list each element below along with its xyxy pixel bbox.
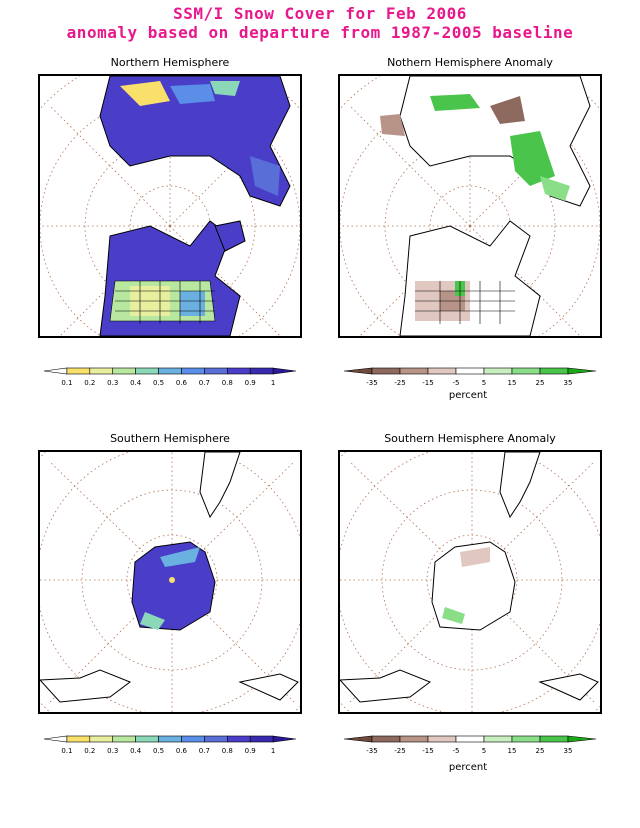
colorbar-tick-label: 5 xyxy=(482,747,486,755)
colorbar-tick-label: -15 xyxy=(422,379,433,387)
colorbar-segment xyxy=(483,367,513,375)
colorbar-fraction-sh: 0.1 0.2 0.3 0.4 0.5 0.6 0.7 0.8 0.9 1 xyxy=(43,735,297,755)
colorbar-tick-label: 0.1 xyxy=(61,747,72,755)
colorbar-segment xyxy=(204,367,228,375)
colorbar-segment xyxy=(399,735,429,743)
colorbar-tick-label: 0.7 xyxy=(199,379,210,387)
colorbar-tick-label: 0.6 xyxy=(176,747,188,755)
colorbar-segment xyxy=(371,367,401,375)
colorbar-anomaly-nh: -35 -25 -15 -5 5 15 25 35 xyxy=(343,367,597,387)
colorbar-unit-sh: percent xyxy=(448,762,488,773)
colorbar-tick-label: 15 xyxy=(508,747,517,755)
colorbar-segment xyxy=(272,367,297,375)
colorbar-segment xyxy=(66,367,91,375)
panel-title-sh-anomaly: Southern Hemisphere Anomaly xyxy=(384,432,556,445)
colorbar-segment xyxy=(226,367,251,375)
colorbar-segment xyxy=(399,367,429,375)
colorbar-segment xyxy=(249,735,274,743)
colorbar-tick-label: 0.8 xyxy=(222,379,233,387)
colorbar-tick-label: -5 xyxy=(453,379,460,387)
colorbar-segment xyxy=(371,735,401,743)
map-northern-hemisphere xyxy=(38,74,302,338)
colorbar-tick-label: -25 xyxy=(394,747,405,755)
colorbar-segment xyxy=(181,735,205,743)
colorbar-tick-label: 0.2 xyxy=(84,379,95,387)
colorbar-tick-label: 35 xyxy=(564,379,573,387)
panel-title-nh-anomaly: Nothern Hemisphere Anomaly xyxy=(387,56,553,69)
panel-title-nh: Northern Hemisphere xyxy=(110,56,230,69)
colorbar-segment xyxy=(112,367,136,375)
figure-subtitle: anomaly based on departure from 1987-200… xyxy=(66,23,574,42)
colorbar-tick-label: -15 xyxy=(422,747,433,755)
colorbar-segment xyxy=(455,735,485,743)
colorbar-segment xyxy=(427,735,457,743)
colorbar-segment xyxy=(539,735,569,743)
colorbar-segment xyxy=(226,735,251,743)
colorbar-segment xyxy=(567,735,597,743)
map-southern-hemisphere xyxy=(38,450,302,714)
colorbar-tick-label: 0.3 xyxy=(107,379,118,387)
colorbar-tick-label: 15 xyxy=(508,379,517,387)
map-northern-hemisphere-anomaly xyxy=(338,74,602,338)
colorbar-tick-label: 0.4 xyxy=(130,379,142,387)
colorbar-segment xyxy=(89,367,114,375)
colorbar-segment xyxy=(343,735,373,743)
colorbar-tick-label: 25 xyxy=(536,747,545,755)
colorbar-tick-label: -35 xyxy=(366,379,377,387)
colorbar-tick-label: 0.5 xyxy=(153,747,164,755)
colorbar-tick-label: 0.9 xyxy=(245,747,256,755)
colorbar-segment xyxy=(43,735,68,743)
panel-title-sh: Southern Hemisphere xyxy=(110,432,230,445)
colorbar-tick-label: -25 xyxy=(394,379,405,387)
colorbar-segment xyxy=(112,735,136,743)
colorbar-tick-label: 1 xyxy=(271,379,275,387)
colorbar-segment xyxy=(427,367,457,375)
colorbar-tick-label: 0.7 xyxy=(199,747,210,755)
colorbar-tick-label: 1 xyxy=(271,747,275,755)
colorbar-tick-label: 0.9 xyxy=(245,379,256,387)
colorbar-segment xyxy=(511,735,541,743)
colorbar-tick-label: 0.3 xyxy=(107,747,118,755)
colorbar-segment xyxy=(483,735,513,743)
colorbar-segment xyxy=(511,367,541,375)
colorbar-segment xyxy=(249,367,274,375)
colorbar-segment xyxy=(204,735,228,743)
colorbar-segment xyxy=(181,367,205,375)
colorbar-tick-label: 0.8 xyxy=(222,747,233,755)
colorbar-segment xyxy=(343,367,373,375)
colorbar-tick-label: 0.4 xyxy=(130,747,142,755)
colorbar-segment xyxy=(66,735,91,743)
colorbar-tick-label: 0.5 xyxy=(153,379,164,387)
map-southern-hemisphere-anomaly xyxy=(338,450,602,714)
colorbar-unit-nh: percent xyxy=(448,390,488,401)
colorbar-fraction-nh: 0.1 0.2 0.3 0.4 0.5 0.6 0.7 0.8 0.9 1 xyxy=(43,367,297,387)
colorbar-tick-label: 25 xyxy=(536,379,545,387)
colorbar-tick-label: -5 xyxy=(453,747,460,755)
colorbar-segment xyxy=(158,735,182,743)
figure-title: SSM/I Snow Cover for Feb 2006 xyxy=(173,4,467,23)
colorbar-anomaly-sh: -35 -25 -15 -5 5 15 25 35 xyxy=(343,735,597,755)
colorbar-tick-label: 35 xyxy=(564,747,573,755)
colorbar-tick-label: 0.6 xyxy=(176,379,188,387)
colorbar-segment xyxy=(89,735,114,743)
colorbar-segment xyxy=(567,367,597,375)
colorbar-tick-label: 0.1 xyxy=(61,379,72,387)
colorbar-tick-label: 0.2 xyxy=(84,747,95,755)
colorbar-tick-label: 5 xyxy=(482,379,486,387)
colorbar-segment xyxy=(43,367,68,375)
colorbar-segment xyxy=(135,735,159,743)
colorbar-tick-label: -35 xyxy=(366,747,377,755)
colorbar-segment xyxy=(135,367,159,375)
colorbar-segment xyxy=(272,735,297,743)
colorbar-segment xyxy=(539,367,569,375)
colorbar-segment xyxy=(158,367,182,375)
colorbar-segment xyxy=(455,367,485,375)
